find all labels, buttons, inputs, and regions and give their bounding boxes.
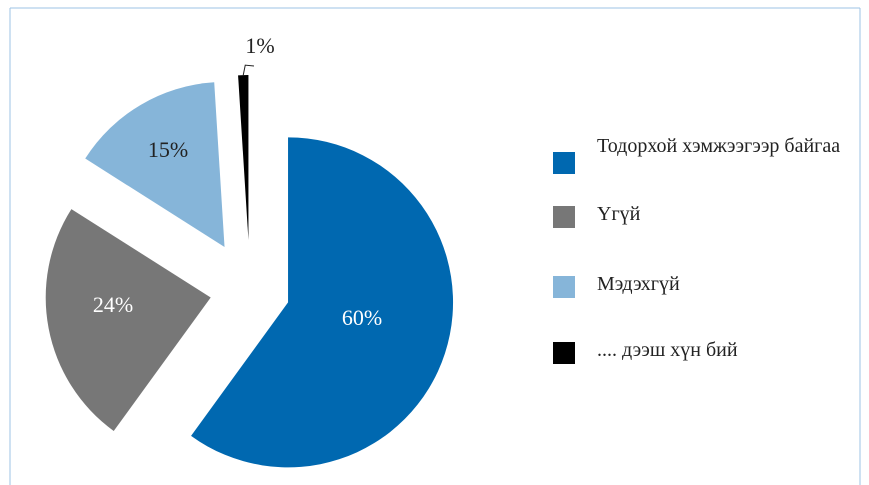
- legend-swatch: [553, 206, 575, 228]
- legend-label: .... дээш хүн бий: [597, 339, 738, 361]
- data-label: 15%: [148, 137, 188, 162]
- legend-swatch: [553, 276, 575, 298]
- pie-slice: [45, 209, 211, 431]
- data-label: 60%: [342, 305, 382, 330]
- data-label: 24%: [93, 292, 133, 317]
- legend-label: Үгүй: [597, 203, 641, 225]
- legend-swatch: [553, 152, 575, 174]
- legend-label: Тодорхой хэмжээгээр байгаа: [597, 135, 841, 157]
- legend-label: Мэдэхгүй: [597, 273, 680, 295]
- pie-slice: [85, 82, 225, 247]
- pie-slice: [191, 137, 454, 468]
- legend-swatch: [553, 342, 575, 364]
- leader-line: [242, 64, 255, 76]
- data-label: 1%: [245, 33, 274, 58]
- pie-slice: [238, 75, 249, 241]
